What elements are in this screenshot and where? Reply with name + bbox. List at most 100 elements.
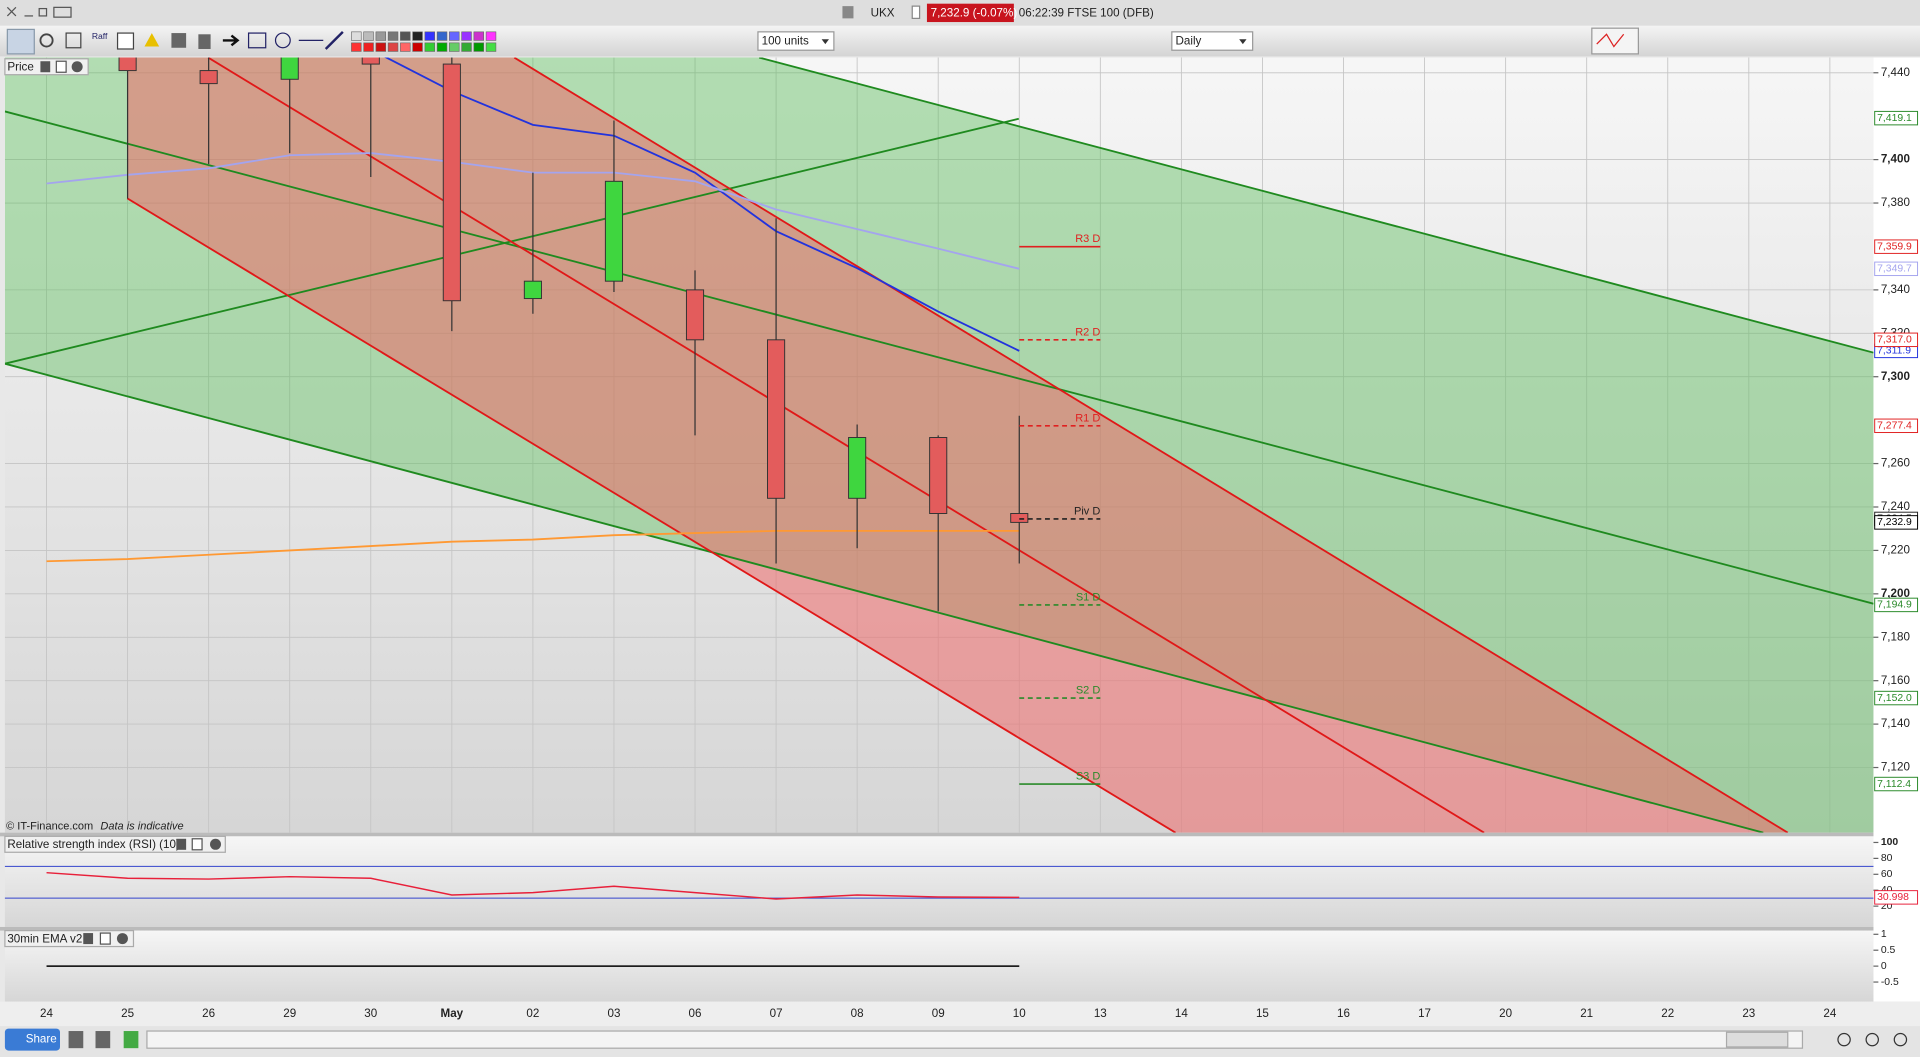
candle-body — [604, 180, 624, 282]
red-lines — [126, 57, 1789, 833]
y-tick-label: 20 — [1881, 901, 1893, 912]
value-box — [1874, 418, 1919, 434]
swatch — [412, 42, 423, 52]
window-buttons[interactable] — [6, 6, 72, 18]
swatch — [461, 42, 472, 52]
period: Daily — [1176, 35, 1202, 48]
swatch — [485, 42, 497, 52]
swatch — [449, 42, 460, 52]
value-box-label: 7,194.9 — [1877, 600, 1912, 611]
x-tick-label: May — [441, 1007, 464, 1020]
ticker-icon[interactable] — [842, 6, 854, 19]
value-box-label: 7,152.0 — [1877, 693, 1912, 704]
value-box — [1874, 890, 1919, 905]
x-tick-label: 21 — [1580, 1007, 1593, 1020]
info-icon[interactable] — [911, 5, 921, 19]
swatch — [473, 31, 484, 41]
y-tick-label: 7,180 — [1881, 630, 1911, 643]
pivot-name: S3 D — [1076, 771, 1101, 783]
y-tick-label: 60 — [1881, 869, 1893, 880]
swatch — [461, 31, 472, 41]
y-tick-label: -0.5 — [1881, 977, 1899, 988]
quantity-select[interactable] — [757, 31, 835, 51]
x-tick-label: 15 — [1256, 1007, 1269, 1020]
value-box-label: 7,359.9 — [1877, 241, 1912, 252]
share-button[interactable] — [4, 1028, 60, 1051]
panel-buttons[interactable] — [176, 838, 222, 851]
footer-icons[interactable] — [68, 1031, 139, 1049]
series-line — [384, 57, 1020, 352]
panel-title: Price — [7, 60, 34, 73]
swatch — [351, 42, 362, 52]
y-tick-label: 7,240 — [1881, 500, 1911, 513]
x-tick-label: 06 — [689, 1007, 702, 1020]
x-tick-label: 24 — [1823, 1007, 1836, 1020]
y-tick-label: 7,440 — [1881, 66, 1911, 79]
value-box — [1874, 261, 1919, 277]
tool-icons[interactable] — [39, 30, 344, 50]
candle-body — [199, 70, 218, 85]
x-tick-label: 29 — [283, 1007, 296, 1020]
value-box — [1874, 515, 1919, 530]
candle-body — [118, 57, 137, 72]
x-tick-label: 17 — [1418, 1007, 1431, 1020]
swatch — [387, 42, 399, 52]
x-tick-label: 09 — [932, 1007, 945, 1020]
y-tick-label: 7,400 — [1881, 153, 1910, 166]
rsi-header — [4, 835, 226, 853]
value-box — [1874, 597, 1919, 613]
price-marks: R3 D R2 D R1 D Piv D S1 D S2 D S3 D — [46, 57, 1101, 785]
dropdown-arrow — [821, 39, 829, 45]
x-tick-label: 03 — [607, 1007, 620, 1020]
status: 06:22:39 FTSE 100 (DFB) — [1019, 7, 1154, 20]
swatch — [400, 31, 411, 41]
raff-icon[interactable]: Raff — [92, 31, 108, 41]
price: 7,232.9 (-0.07%) — [931, 7, 1018, 20]
value-box-label: 7,419.1 — [1877, 113, 1912, 124]
swatch — [400, 42, 411, 52]
y-tick-label: 7,380 — [1881, 196, 1911, 209]
swatch — [351, 31, 362, 41]
candle-body — [523, 280, 542, 300]
separator — [0, 832, 1920, 837]
candle-body — [361, 57, 380, 65]
pivot-name: R3 D — [1075, 233, 1100, 245]
y-tick-label: 7,340 — [1881, 283, 1911, 296]
select-tool[interactable] — [6, 28, 35, 55]
x-tick-label: 16 — [1337, 1007, 1350, 1020]
scrollbar[interactable] — [146, 1030, 1804, 1049]
time-axis — [0, 1001, 1920, 1027]
swatch — [436, 42, 448, 52]
indicator-button[interactable] — [1591, 27, 1639, 55]
quantity: 100 units — [762, 35, 809, 48]
x-tick-label: 23 — [1742, 1007, 1755, 1020]
pivot-name: R2 D — [1075, 326, 1100, 338]
y-tick-label: 1 — [1881, 929, 1887, 940]
y-tick-label: 7,260 — [1881, 457, 1911, 470]
x-tick-label: 26 — [202, 1007, 215, 1020]
candle-body — [848, 437, 867, 499]
panel-buttons[interactable] — [40, 60, 83, 73]
zoom-icons[interactable] — [1837, 1032, 1908, 1047]
panel-buttons[interactable] — [83, 932, 128, 945]
y-tick-label: 0.5 — [1881, 945, 1896, 956]
ticker: UKX — [871, 7, 895, 20]
value-box-label: 7,112.4 — [1877, 779, 1911, 790]
x-tick-label: 10 — [1013, 1007, 1026, 1020]
color-swatches[interactable] — [351, 31, 497, 52]
y-tick-label: 7,160 — [1881, 674, 1911, 687]
x-tick-label: 08 — [851, 1007, 864, 1020]
y-tick-label: 7,300 — [1881, 370, 1910, 383]
x-tick-label: 20 — [1499, 1007, 1512, 1020]
candle-body — [442, 63, 461, 302]
note: Data is indicative — [100, 820, 183, 832]
value-box-label: 7,232.9 — [1877, 517, 1912, 528]
value-box-label: 7,277.4 — [1877, 421, 1912, 432]
x-tick-label: 02 — [526, 1007, 539, 1020]
panel-title: 30min EMA v2 — [7, 932, 82, 945]
x-tick-label: 30 — [364, 1007, 377, 1020]
scroll-thumb[interactable] — [1725, 1031, 1789, 1048]
period-select[interactable] — [1171, 31, 1254, 51]
value-box-label: 30.998 — [1877, 892, 1909, 903]
